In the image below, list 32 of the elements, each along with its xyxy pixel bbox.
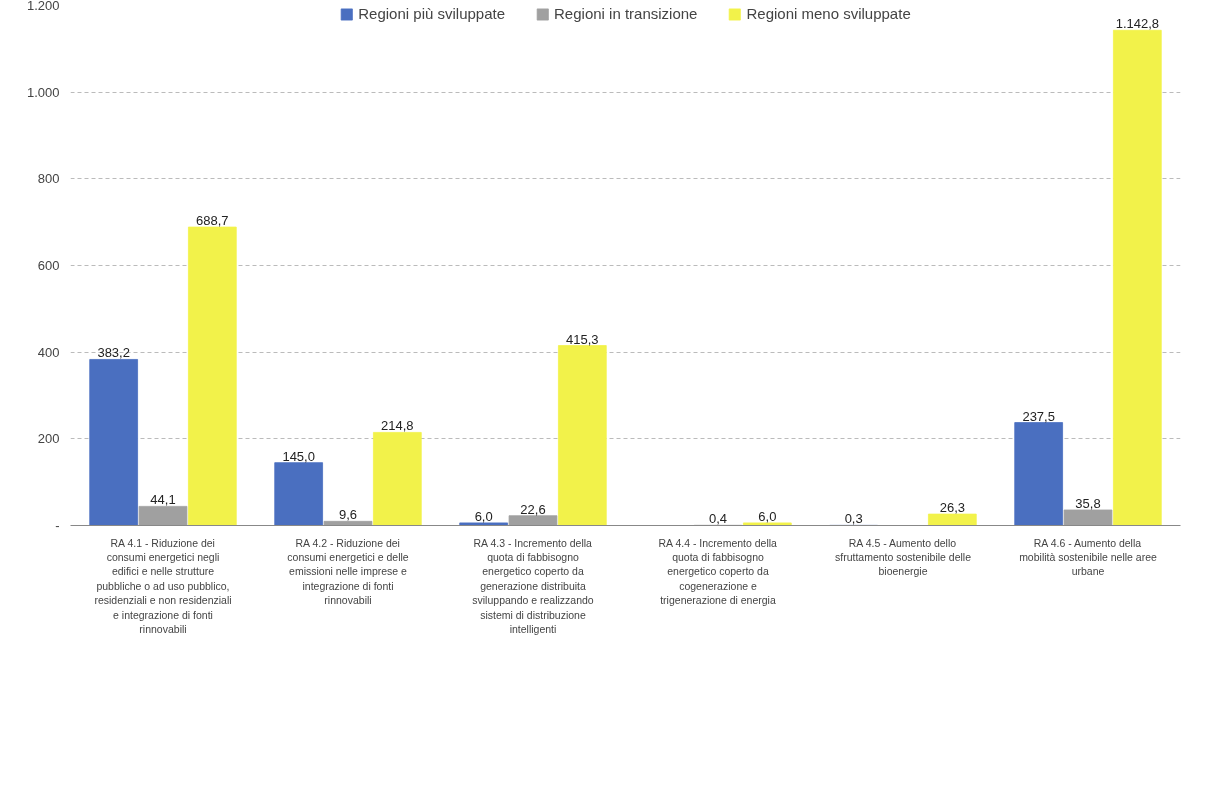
y-tick-label: 800 <box>37 171 60 187</box>
y-tick-label: 1.200 <box>26 0 60 13</box>
data-label: 1.142,8 <box>1115 16 1160 32</box>
data-label: 6,0 <box>758 508 777 524</box>
y-tick-label: 1.000 <box>26 84 60 100</box>
data-label: 383,2 <box>97 345 130 361</box>
y-tick-label: 400 <box>37 344 60 360</box>
data-label: 237,5 <box>1022 408 1055 424</box>
y-tick-label: 600 <box>37 258 60 273</box>
x-tick-label: RA 4.6 - Aumento della mobilità sostenibile nelle aree urbane <box>1019 536 1158 578</box>
legend-label: Regioni meno sviluppate <box>746 5 911 22</box>
data-label: 0,3 <box>844 511 863 527</box>
legend-label: Regioni più sviluppate <box>358 5 506 22</box>
x-tick-label: RA 4.3 - Incremento della quota di fabbisogno energetico coperto da generazione distribuita sviluppando e realizzando sistemi di distribuzione intelligenti <box>472 536 594 635</box>
data-label: 415,3 <box>566 331 599 347</box>
data-label: 145,0 <box>282 448 315 464</box>
x-tick-label: RA 4.4 - Incremento della quota di fabbisogno energetico coperto da cogenerazione e trigenerazione di energia <box>658 536 778 607</box>
y-tick-label: 200 <box>37 431 60 447</box>
data-label: 26,3 <box>939 500 965 516</box>
data-label: 22,6 <box>520 501 546 517</box>
x-tick-label: RA 4.5 - Aumento dello sfruttamento sostenibile delle bioenergie <box>835 536 972 578</box>
data-label: 688,7 <box>196 213 229 229</box>
data-label: 0,4 <box>708 511 728 527</box>
x-tick-label: RA 4.2 - Riduzione dei consumi energetici e delle emissioni nelle imprese e integrazione di fonti rinnovabili <box>287 536 409 607</box>
data-label: 44,1 <box>150 492 176 508</box>
data-label: 9,6 <box>338 507 358 523</box>
data-label: 214,8 <box>381 418 414 434</box>
y-tick-label: - <box>55 518 60 533</box>
x-tick-label: RA 4.1 - Riduzione dei consumi energetici negli edifici e nelle strutture pubbliche o ad uso pubblico, residenziali e non residenziali e integrazione di fonti rinnovabili <box>94 536 232 635</box>
legend-label: Regioni in transizione <box>554 5 698 22</box>
data-label: 35,8 <box>1075 495 1101 511</box>
data-label: 6,0 <box>474 508 493 524</box>
